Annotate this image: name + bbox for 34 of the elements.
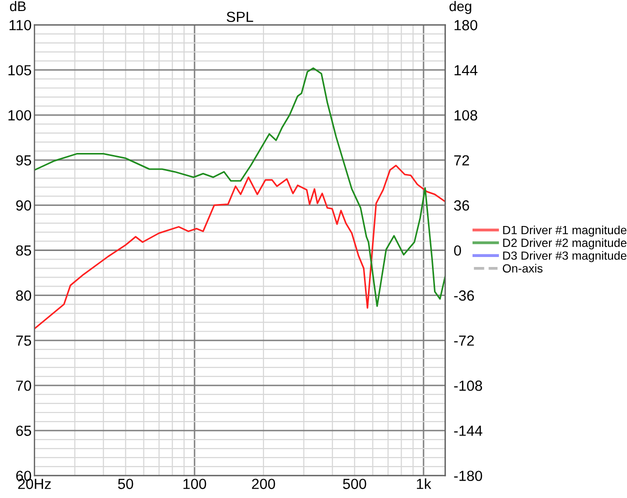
y-tick-label: 65: [16, 426, 32, 436]
x-tick-label: 500: [343, 478, 366, 490]
y2-tick-label: -108: [454, 380, 482, 391]
y-tick-label: 70: [16, 380, 32, 391]
x-tick-label: 200: [252, 478, 276, 490]
x-tick-label: 100: [183, 478, 206, 490]
legend-label: D2 Driver #2 magnitude: [503, 238, 626, 250]
y2-tick-label: -180: [454, 470, 482, 482]
x-tick-label: 20Hz: [18, 478, 51, 490]
y2-tick-label: -144: [454, 426, 482, 436]
chart-title: SPL: [226, 12, 254, 22]
y-tick-label: 110: [10, 20, 32, 30]
x-tick-label: 1k: [416, 478, 432, 489]
y-tick-label: 105: [8, 65, 32, 76]
legend-label: D1 Driver #1 magnitude: [503, 226, 626, 237]
y2-tick-label: 108: [454, 110, 478, 120]
y-tick-label: 75: [16, 336, 32, 346]
y-tick-label: 85: [16, 245, 32, 256]
y-tick-label: 100: [8, 110, 32, 120]
y2-tick-label: 36: [454, 200, 470, 211]
legend-label: On-axis: [502, 264, 542, 273]
legend-label: D3 Driver #3 magnitude: [503, 251, 626, 262]
y-tick-label: 90: [16, 200, 32, 211]
y2-tick-label: -72: [454, 335, 474, 346]
y2-tick-label: 180: [454, 20, 478, 30]
y2-tick-label: 72: [454, 155, 469, 166]
y2-tick-label: 0: [454, 245, 462, 256]
x-tick-label: 50: [118, 478, 134, 490]
y2-axis-title: deg: [450, 0, 472, 14]
y-tick-label: 95: [16, 155, 32, 166]
y-axis-title: dB: [10, 0, 26, 12]
y-tick-label: 80: [16, 290, 32, 301]
y2-tick-label: -36: [454, 290, 474, 301]
y2-tick-label: 144: [454, 65, 478, 76]
